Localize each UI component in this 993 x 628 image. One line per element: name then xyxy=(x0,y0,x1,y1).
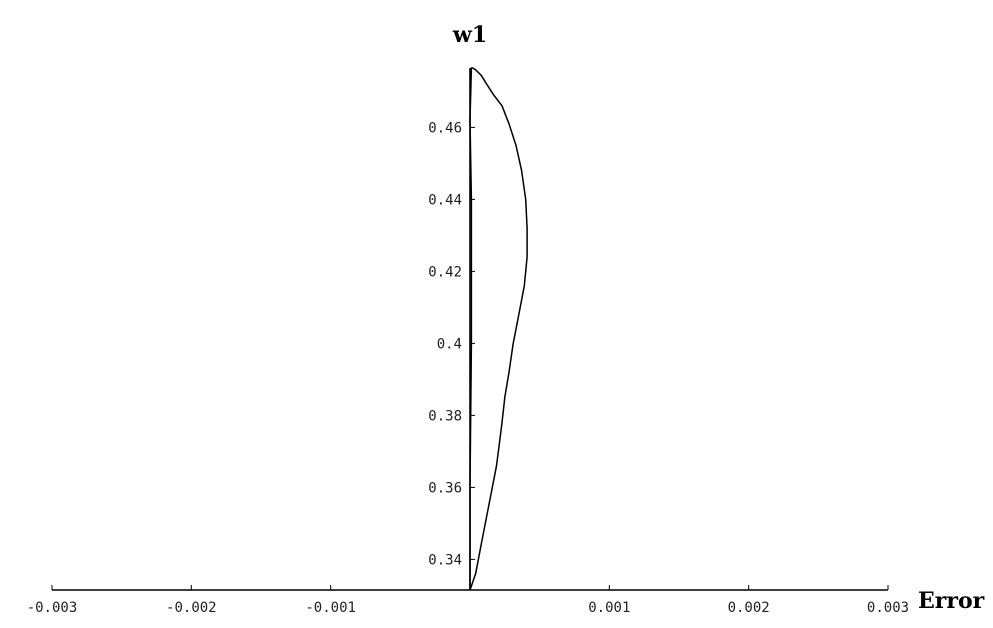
series-line xyxy=(469,67,528,591)
y-tick-label: 0.4 xyxy=(437,336,462,352)
x-tick-label: -0.001 xyxy=(305,600,356,616)
y-axis-title: w1 xyxy=(452,22,487,48)
y-tick-label: 0.46 xyxy=(428,120,462,136)
x-tick-label: 0.002 xyxy=(728,600,770,616)
ticks-layer: -0.003 -0.002 -0.001 0.001 0.002 0.003 0.34 0.3… xyxy=(27,120,909,616)
x-tick-label: -0.003 xyxy=(27,600,78,616)
series-layer xyxy=(469,67,528,591)
y-tick-label: 0.42 xyxy=(428,264,462,280)
x-tick-label: 0.001 xyxy=(588,600,630,616)
x-tick-label: -0.002 xyxy=(166,600,217,616)
y-tick-label: 0.44 xyxy=(428,192,462,208)
x-axis-title: Error xyxy=(918,588,985,614)
x-tick-label: 0.003 xyxy=(867,600,909,616)
y-tick-label: 0.38 xyxy=(428,408,462,424)
y-tick-label: 0.36 xyxy=(428,480,462,496)
y-tick-label: 0.34 xyxy=(428,552,462,568)
